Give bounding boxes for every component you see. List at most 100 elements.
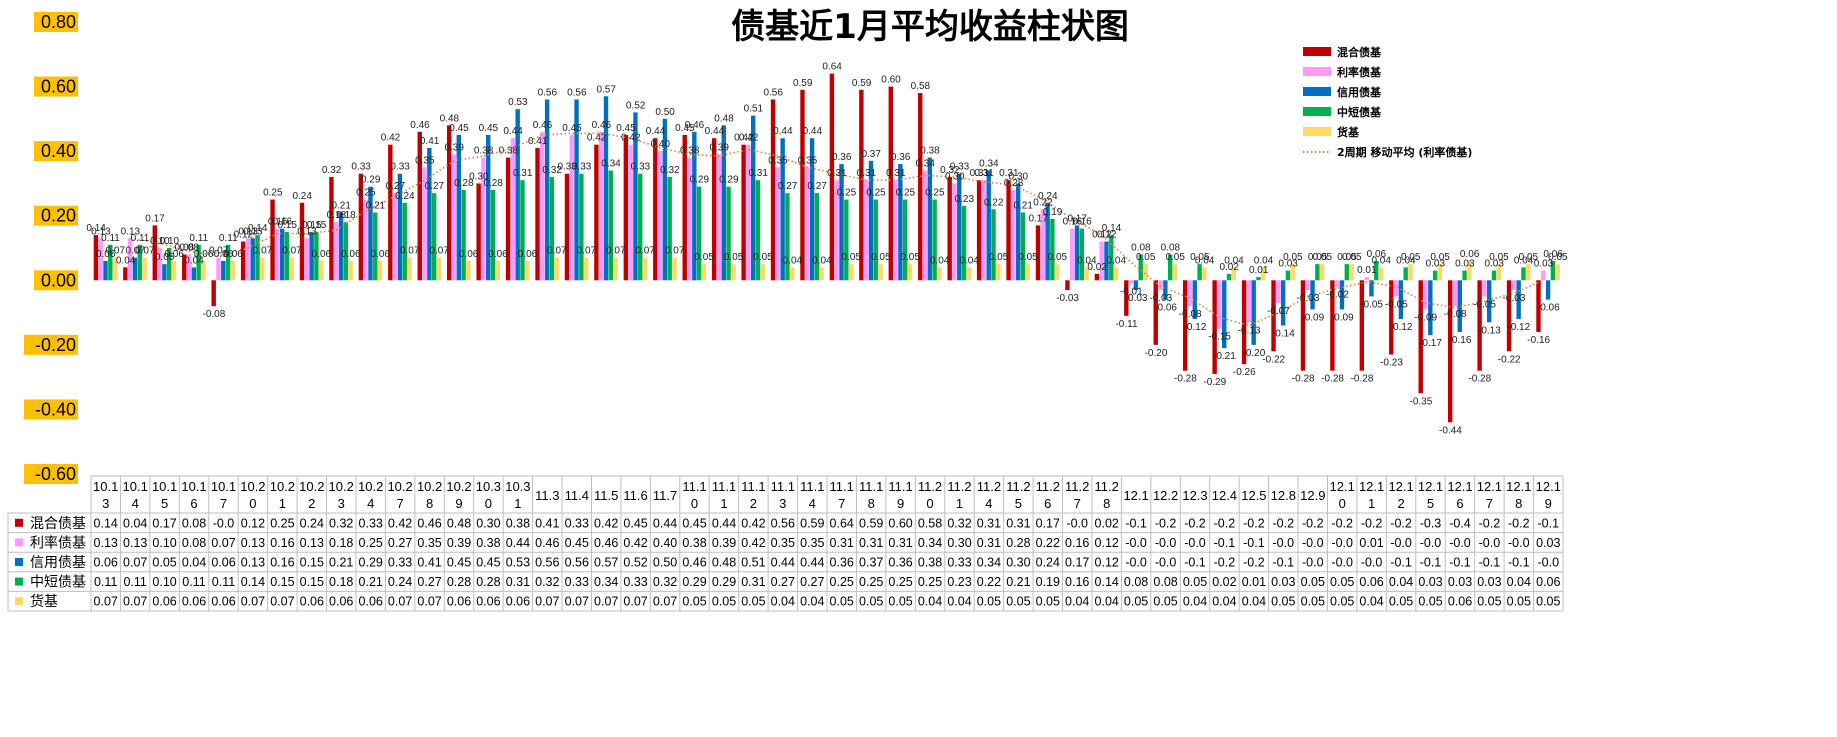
bar [1158, 280, 1163, 290]
bar [760, 264, 765, 281]
table-cell: -0.1 [1449, 556, 1471, 570]
data-label: 0.25 [837, 188, 857, 199]
data-label: 0.07 [547, 246, 567, 257]
bar [1290, 264, 1295, 281]
data-label: -0.09 [1414, 312, 1437, 323]
table-cell: -0.2 [1390, 516, 1412, 530]
data-label: -0.26 [1233, 367, 1256, 378]
table-cell: 0.60 [888, 516, 912, 530]
bar [191, 267, 197, 281]
table-cell: 0.56 [535, 556, 559, 570]
data-label: -0.03 [1297, 293, 1320, 304]
bar [329, 176, 334, 281]
bar [304, 238, 309, 281]
bar [1506, 280, 1512, 352]
legend-label: 中短债基 [1337, 105, 1382, 119]
category-label: 11.1 [800, 479, 824, 494]
category-label: 9 [1545, 496, 1552, 511]
table-cell: 0.27 [388, 536, 412, 550]
bar [1364, 277, 1369, 281]
bar [1124, 280, 1129, 316]
bar [957, 173, 962, 281]
data-label: 0.04 [184, 255, 204, 266]
table-cell: 0.15 [270, 575, 294, 589]
bar [1025, 264, 1030, 281]
data-label: -0.08 [1179, 309, 1202, 320]
bar [1280, 280, 1286, 326]
bar [711, 138, 717, 281]
data-label: -0.03 [1056, 293, 1079, 304]
bar [505, 157, 511, 281]
table-cell: 0.25 [859, 575, 883, 589]
data-label: 0.41 [420, 136, 440, 147]
data-label: -0.05 [1473, 299, 1496, 310]
data-label: 0.06 [1367, 249, 1387, 260]
data-label: 0.59 [852, 78, 872, 89]
data-label: 0.06 [312, 249, 332, 260]
data-label: 0.03 [1455, 259, 1475, 270]
bar [1437, 264, 1443, 281]
data-label: 0.07 [253, 246, 273, 257]
table-cell: 0.36 [830, 556, 854, 570]
table-cell: 0.46 [682, 556, 706, 570]
table-cell: 0.25 [359, 536, 383, 550]
y-tick-label: 0.60 [41, 77, 76, 97]
table-cell: 0.21 [359, 575, 383, 589]
table-cell: 0.03 [1448, 575, 1472, 589]
table-cell: 0.48 [447, 516, 471, 530]
table-cell: 0.34 [594, 575, 618, 589]
bar [1482, 280, 1487, 297]
data-label: 0.57 [596, 84, 616, 95]
bar [358, 173, 364, 281]
table-cell: -0.0 [213, 516, 235, 530]
bar [186, 254, 192, 281]
y-tick-label: 0.40 [41, 141, 76, 161]
plot-area [93, 73, 1560, 423]
table-cell: 0.16 [1065, 536, 1089, 550]
data-label: 0.05 [1190, 252, 1210, 263]
category-label: 10.2 [417, 479, 442, 494]
data-label: 0.07 [125, 246, 145, 257]
table-cell: 0.07 [535, 595, 559, 609]
bar [270, 199, 275, 281]
bar [1217, 280, 1222, 329]
table-cell: 0.45 [476, 556, 500, 570]
category-label: 12.9 [1300, 488, 1325, 503]
bar [952, 183, 957, 281]
table-cell: 0.08 [182, 536, 206, 550]
data-label: 0.04 [1371, 255, 1391, 266]
table-cell: 0.13 [300, 536, 324, 550]
bar [613, 257, 618, 281]
bar [966, 267, 972, 281]
category-label: 11.3 [535, 488, 559, 503]
data-label: 0.01 [1249, 265, 1269, 276]
bar [112, 257, 118, 281]
table-cell: 0.07 [123, 556, 147, 570]
bar [388, 144, 393, 281]
data-label: -0.01 [1120, 287, 1143, 298]
data-label: 0.14 [248, 223, 268, 234]
data-label: 0.42 [734, 133, 754, 144]
bar [520, 180, 525, 281]
data-label: 0.07 [282, 246, 302, 257]
bar [334, 222, 339, 281]
bar [373, 212, 378, 281]
bar [481, 157, 486, 281]
table-cell: 0.07 [653, 595, 677, 609]
table-cell: -0.0 [1125, 556, 1147, 570]
data-label: 0.04 [1077, 255, 1097, 266]
category-label: 12.1 [1506, 479, 1531, 494]
category-label: 12.5 [1241, 488, 1266, 503]
data-label: -0.12 [1507, 322, 1530, 333]
table-cell: -0.0 [1390, 536, 1412, 550]
table-cell: 0.02 [1095, 516, 1119, 530]
category-label: 6 [190, 496, 197, 511]
category-label: 11.7 [653, 488, 677, 503]
data-label: 0.13 [297, 226, 317, 237]
bar [1545, 280, 1551, 300]
bar [544, 99, 550, 281]
data-label: -0.17 [1419, 338, 1442, 349]
bar [427, 147, 432, 281]
table-cell: 0.59 [800, 516, 824, 530]
data-label: -0.12 [1390, 322, 1413, 333]
